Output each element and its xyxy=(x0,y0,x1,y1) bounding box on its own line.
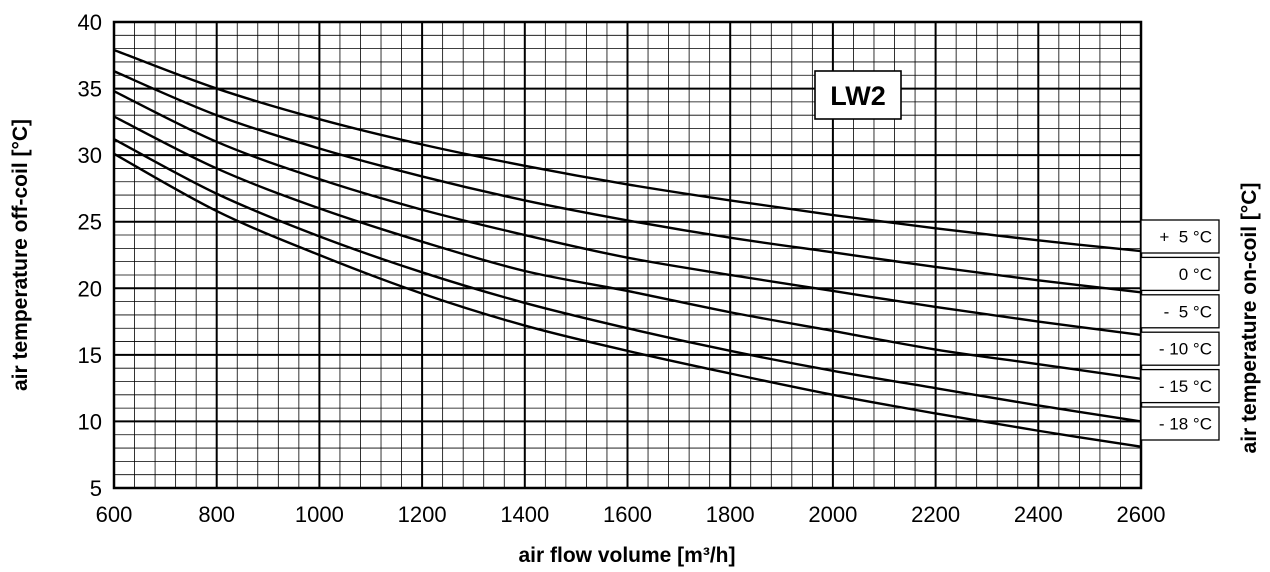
plot-frame xyxy=(112,20,1143,490)
series-line-6 xyxy=(113,152,1142,448)
legend-label: 0 °C xyxy=(1179,265,1212,284)
x-tick-label: 2400 xyxy=(1014,502,1063,527)
chart-badge-label: LW2 xyxy=(830,81,886,111)
x-tick-label: 800 xyxy=(198,502,235,527)
legend-box xyxy=(1140,331,1220,366)
y-tick-label: 40 xyxy=(78,10,102,35)
y-tick-label: 15 xyxy=(78,343,102,368)
legend-label: - 10 °C xyxy=(1159,340,1212,359)
legend-label: - 5 °C xyxy=(1164,302,1212,321)
series-line-5 xyxy=(113,138,1142,423)
legend-label: - 15 °C xyxy=(1159,377,1212,396)
legend-label: + 5 °C xyxy=(1159,228,1212,247)
y-tick-label: 20 xyxy=(78,276,102,301)
chart-badge: LW2 xyxy=(814,70,902,120)
x-tick-label: 2000 xyxy=(808,502,857,527)
x-tick-label: 1400 xyxy=(500,502,549,527)
x-tick-label: 1800 xyxy=(706,502,755,527)
y-tick-labels: 5 10 15 20 25 30 35 40 xyxy=(78,10,102,501)
x-tick-labels: 600 800 1000 1200 1400 1600 1800 2000 2200 2400 26… xyxy=(96,502,1166,527)
y-axis-title: air temperature off-coil [°C] xyxy=(9,119,32,391)
legend-label: - 18 °C xyxy=(1159,415,1212,434)
legend-box xyxy=(1140,219,1220,254)
x-axis-title: air flow volume [m³/h] xyxy=(518,544,735,567)
series-line-1 xyxy=(113,48,1142,253)
x-tick-label: 600 xyxy=(96,502,133,527)
x-tick-label: 2600 xyxy=(1117,502,1166,527)
series-line-3 xyxy=(113,90,1142,337)
x-tick-label: 1200 xyxy=(398,502,447,527)
y-tick-label: 35 xyxy=(78,77,102,102)
series-line-2 xyxy=(113,70,1142,294)
x-tick-label: 2200 xyxy=(911,502,960,527)
major-grid xyxy=(113,21,1142,489)
legend-box xyxy=(1140,368,1220,404)
y-tick-label: 30 xyxy=(78,143,102,168)
x-tick-label: 1000 xyxy=(295,502,344,527)
legend-box xyxy=(1140,406,1220,441)
series-line-4 xyxy=(113,115,1142,381)
legend: + 5 °C 0 °C - 5 °C - 10 °C - 15 °C - 18 °C xyxy=(1140,219,1220,441)
y-tick-label: 5 xyxy=(90,476,102,501)
legend-box xyxy=(1140,294,1220,329)
legend-box xyxy=(1140,256,1220,292)
right-axis-title: air temperature on-coil [°C] xyxy=(1238,183,1261,454)
x-tick-label: 1600 xyxy=(603,502,652,527)
series-lines xyxy=(113,48,1142,448)
chart-badge-box xyxy=(814,70,902,120)
y-tick-label: 10 xyxy=(78,409,102,434)
y-tick-label: 25 xyxy=(78,210,102,235)
